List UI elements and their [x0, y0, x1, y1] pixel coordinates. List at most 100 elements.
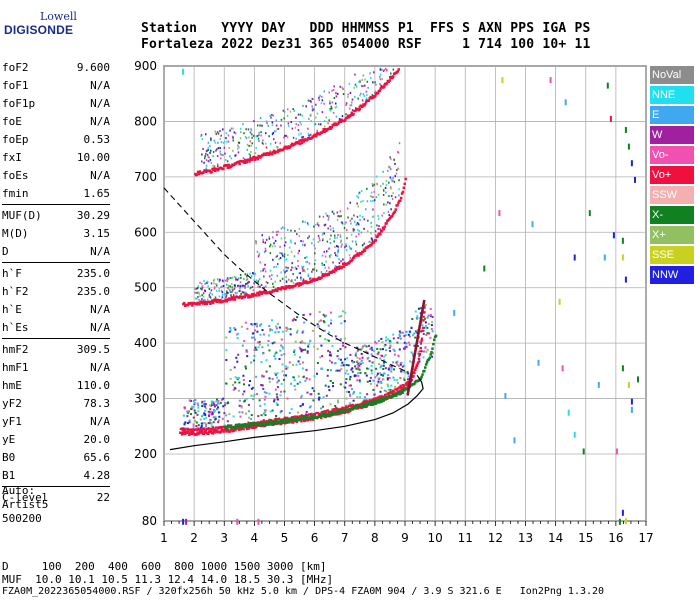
echo-point [272, 114, 275, 117]
echo-point [191, 405, 194, 408]
echo-point [373, 183, 376, 186]
echo-point [285, 134, 288, 137]
echo-point [220, 134, 222, 137]
echo-point [354, 354, 357, 357]
echo-point [351, 408, 355, 411]
echo-point [304, 342, 307, 345]
echo-point [299, 113, 302, 116]
echo-point [367, 230, 369, 233]
echo-point [272, 236, 274, 239]
echo-point [190, 301, 193, 305]
echo-point [234, 376, 237, 379]
echo-point [388, 166, 390, 169]
echo-point [335, 102, 337, 105]
echo-point [630, 406, 633, 413]
echo-point [252, 395, 255, 398]
echo-point [358, 230, 361, 233]
echo-point [302, 265, 305, 268]
echo-point [337, 248, 340, 251]
echo-point [276, 396, 279, 399]
echo-point [196, 170, 200, 174]
param-value: 78.3 [83, 397, 111, 410]
echo-point [271, 133, 274, 136]
echo-point [200, 426, 203, 429]
echo-point [363, 396, 366, 399]
echo-point [282, 147, 286, 150]
echo-point [196, 413, 199, 416]
echo-point [257, 341, 259, 344]
echo-point [361, 362, 364, 364]
echo-point [313, 375, 316, 378]
echo-point [431, 330, 434, 333]
autoscaling-info: Auto: Artist5 500200 [2, 484, 48, 526]
echo-point [259, 117, 262, 119]
echo-point [376, 182, 378, 185]
echo-point [327, 349, 330, 352]
echo-point [326, 240, 329, 243]
echo-point [280, 410, 283, 413]
echo-point [292, 273, 294, 275]
echo-point [405, 384, 409, 387]
echo-point [271, 274, 273, 277]
echo-point [229, 155, 231, 158]
param-row: foE N/A [2, 113, 110, 131]
echo-point [194, 291, 196, 294]
echo-point [252, 398, 255, 401]
echo-point [226, 160, 229, 163]
echo-point [236, 377, 239, 380]
echo-point [323, 321, 326, 324]
echo-point [410, 351, 413, 354]
echo-point [274, 352, 276, 355]
echo-point [295, 267, 298, 270]
echo-point [186, 303, 190, 307]
echo-point [294, 415, 297, 418]
echo-point [251, 336, 253, 339]
param-name: C-level [2, 491, 49, 504]
echo-point [244, 285, 246, 288]
echo-point [300, 132, 302, 135]
echo-point [271, 329, 273, 331]
echo-point [277, 379, 280, 382]
echo-point [419, 318, 423, 321]
echo-point [243, 158, 246, 161]
echo-point [368, 360, 371, 363]
echo-point [225, 382, 228, 385]
echo-point [273, 242, 275, 245]
echo-point [201, 138, 203, 141]
echo-point [332, 111, 335, 114]
echo-point [627, 143, 630, 150]
echo-point [255, 322, 258, 325]
echo-point [345, 102, 348, 105]
echo-point [258, 341, 261, 343]
echo-point [337, 399, 339, 402]
echo-point [341, 406, 344, 409]
echo-point [215, 289, 218, 292]
echo-point [300, 394, 303, 397]
echo-point [225, 414, 228, 417]
x-tick-label: 4 [251, 531, 259, 545]
echo-point [413, 353, 416, 356]
echo-point [407, 341, 410, 344]
echo-point [316, 372, 318, 375]
echo-point [421, 337, 423, 340]
echo-point [370, 225, 373, 228]
echo-point [303, 269, 305, 272]
echo-point [204, 298, 206, 301]
echo-point [334, 106, 337, 109]
echo-point [422, 319, 425, 322]
x-tick-label: 11 [458, 531, 473, 545]
echo-point [343, 227, 346, 230]
echo-point [276, 420, 280, 423]
echo-point [207, 156, 210, 159]
echo-point [229, 277, 232, 279]
echo-point [252, 156, 256, 159]
param-value: N/A [90, 245, 110, 258]
echo-point [224, 279, 227, 282]
echo-point [379, 228, 381, 231]
echo-point [274, 388, 277, 391]
echo-point [388, 377, 391, 379]
echo-point [297, 284, 301, 287]
echo-point [311, 107, 314, 110]
echo-point [202, 414, 205, 416]
echo-point [395, 394, 398, 397]
